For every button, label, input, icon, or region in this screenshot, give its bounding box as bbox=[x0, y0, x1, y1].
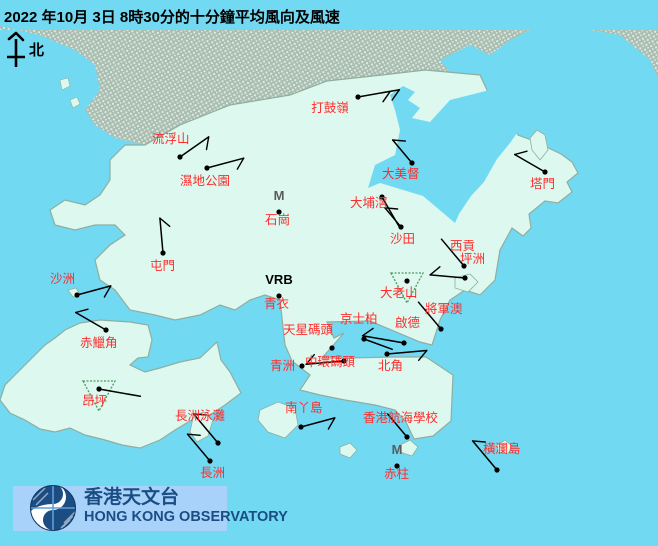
svg-text:HONG KONG OBSERVATORY: HONG KONG OBSERVATORY bbox=[84, 509, 288, 525]
svg-text:香港天文台: 香港天文台 bbox=[83, 485, 179, 508]
